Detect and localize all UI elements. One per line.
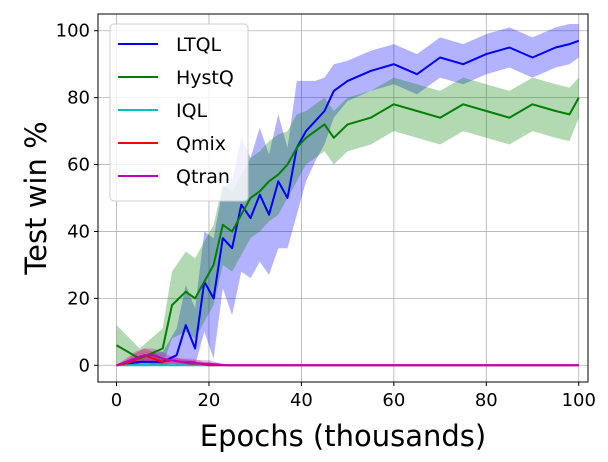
plot-frame (97, 13, 589, 383)
x-tick-label: 80 (475, 390, 498, 411)
legend-label-iql: IQL (176, 100, 208, 122)
y-tick-label: 20 (67, 288, 90, 309)
y-axis-label: Test win % (19, 121, 53, 275)
y-tick-label: 60 (67, 155, 90, 176)
axis-ticks: 0 20 40 60 80 100 0 20 40 60 80 100 (56, 21, 596, 411)
x-tick-label: 60 (382, 390, 405, 411)
y-tick-label: 40 (67, 221, 90, 242)
y-tick-label: 100 (56, 21, 90, 42)
hystq-band (116, 77, 579, 366)
legend-label-qmix: Qmix (176, 133, 226, 155)
qtran-line (116, 354, 579, 367)
legend-label-ltql: LTQL (176, 34, 222, 56)
x-axis-label: Epochs (thousands) (200, 419, 486, 453)
qtran-band (116, 348, 579, 366)
hystq-line (115, 97, 580, 360)
x-tick-label: 0 (111, 390, 122, 411)
ltql-band (116, 24, 579, 366)
qmix-band (116, 348, 579, 366)
x-tick-label: 100 (562, 390, 596, 411)
legend-label-hystq: HystQ (176, 67, 234, 89)
y-tick-label: 0 (79, 355, 90, 376)
x-tick-label: 40 (290, 390, 313, 411)
legend-box (109, 23, 249, 202)
series-lines (115, 39, 580, 367)
legend: LTQL HystQ IQL Qmix Qtran (109, 23, 249, 202)
confidence-bands (116, 24, 579, 366)
legend-label-qtran: Qtran (176, 166, 230, 188)
x-tick-label: 20 (197, 390, 220, 411)
y-tick-label: 80 (67, 88, 90, 109)
